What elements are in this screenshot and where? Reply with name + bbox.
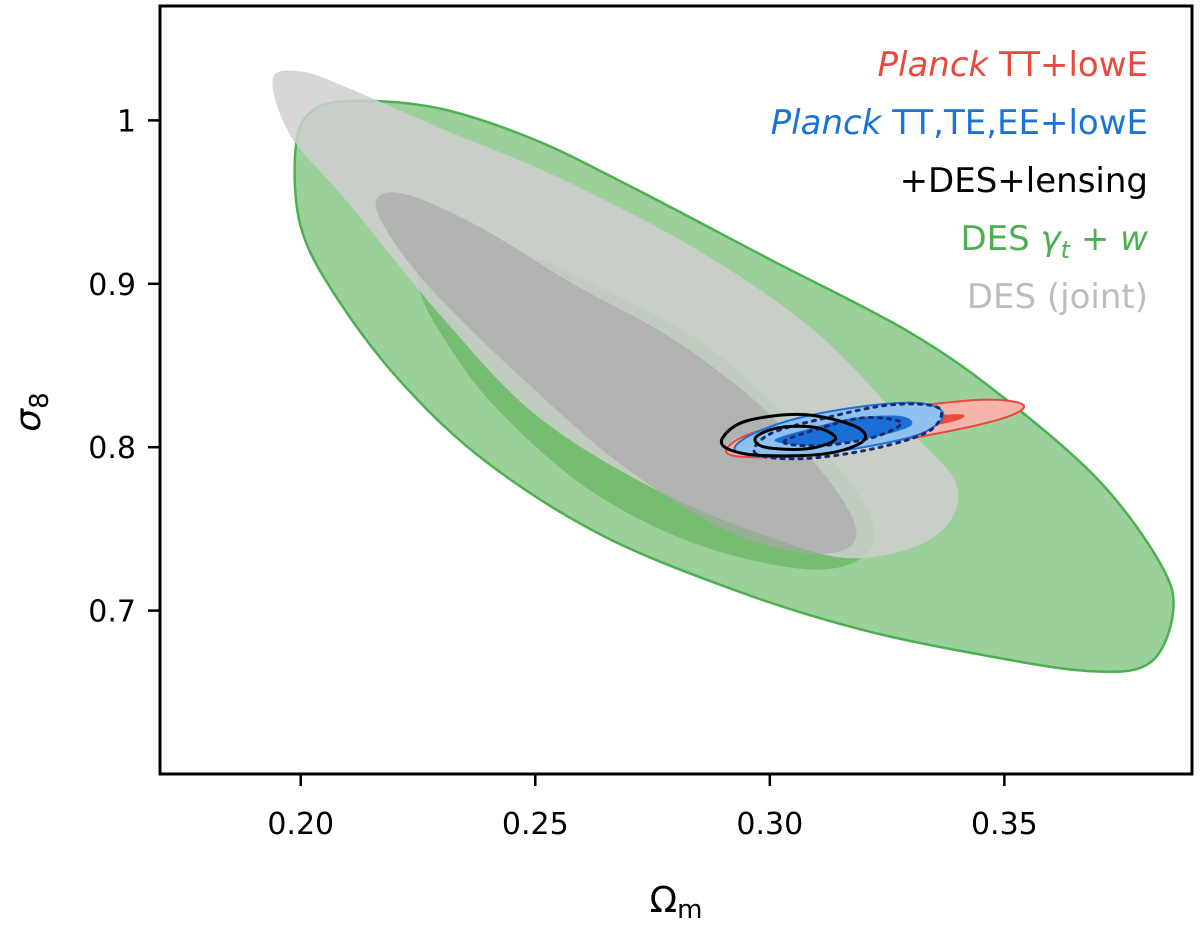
contour-68-planck-tt-te-ee-lowe — [774, 415, 913, 446]
legend-math: γ — [1041, 219, 1063, 259]
y-tick-label: 0.8 — [88, 431, 136, 466]
x-axis-label: Ωm — [650, 880, 703, 925]
legend-des-joint: DES (joint) — [967, 277, 1148, 317]
x-tick-label: 0.30 — [736, 807, 803, 842]
y-tick-label: 0.7 — [88, 595, 136, 630]
legend-italic: Planck — [771, 103, 883, 143]
plot-frame — [158, 4, 1194, 776]
contour-68--des-lensing — [753, 424, 838, 451]
series--des-lensing — [719, 412, 868, 458]
legend-planck-tt: Planck TT+lowE — [878, 45, 1149, 85]
x-axis: 0.20 0.25 0.30 0.35 — [267, 774, 1038, 842]
legend-label: +DES+lensing — [900, 161, 1148, 201]
contour-95--des-lensing — [719, 412, 868, 458]
contour-layer — [272, 70, 1175, 674]
y-axis: 0.7 0.8 0.9 1 — [88, 104, 160, 630]
y-tick-label: 0.9 — [88, 268, 136, 303]
contour-68-des-joint- — [375, 192, 857, 554]
x-tick-label: 0.20 — [267, 807, 334, 842]
legend-des-gamma: DES γt + w — [960, 219, 1148, 264]
legend-math-sub: t — [1061, 236, 1072, 264]
legend-planck-ttteee: Planck TT,TE,EE+lowE — [771, 103, 1148, 143]
legend-label: TT+lowE — [988, 45, 1148, 85]
y-tick-label: 1 — [117, 104, 136, 139]
x-tick-label: 0.25 — [502, 807, 569, 842]
legend-italic: Planck — [878, 45, 990, 85]
legend-label: DES — [960, 219, 1040, 259]
legend-label: DES (joint) — [967, 277, 1148, 317]
legend-label: TT,TE,EE+lowE — [881, 103, 1148, 143]
y-axis-label: σ8 — [8, 392, 55, 431]
legend-math-tail: + w — [1070, 219, 1148, 259]
x-tick-label: 0.35 — [971, 807, 1038, 842]
legend-des-lensing: +DES+lensing — [900, 161, 1148, 201]
